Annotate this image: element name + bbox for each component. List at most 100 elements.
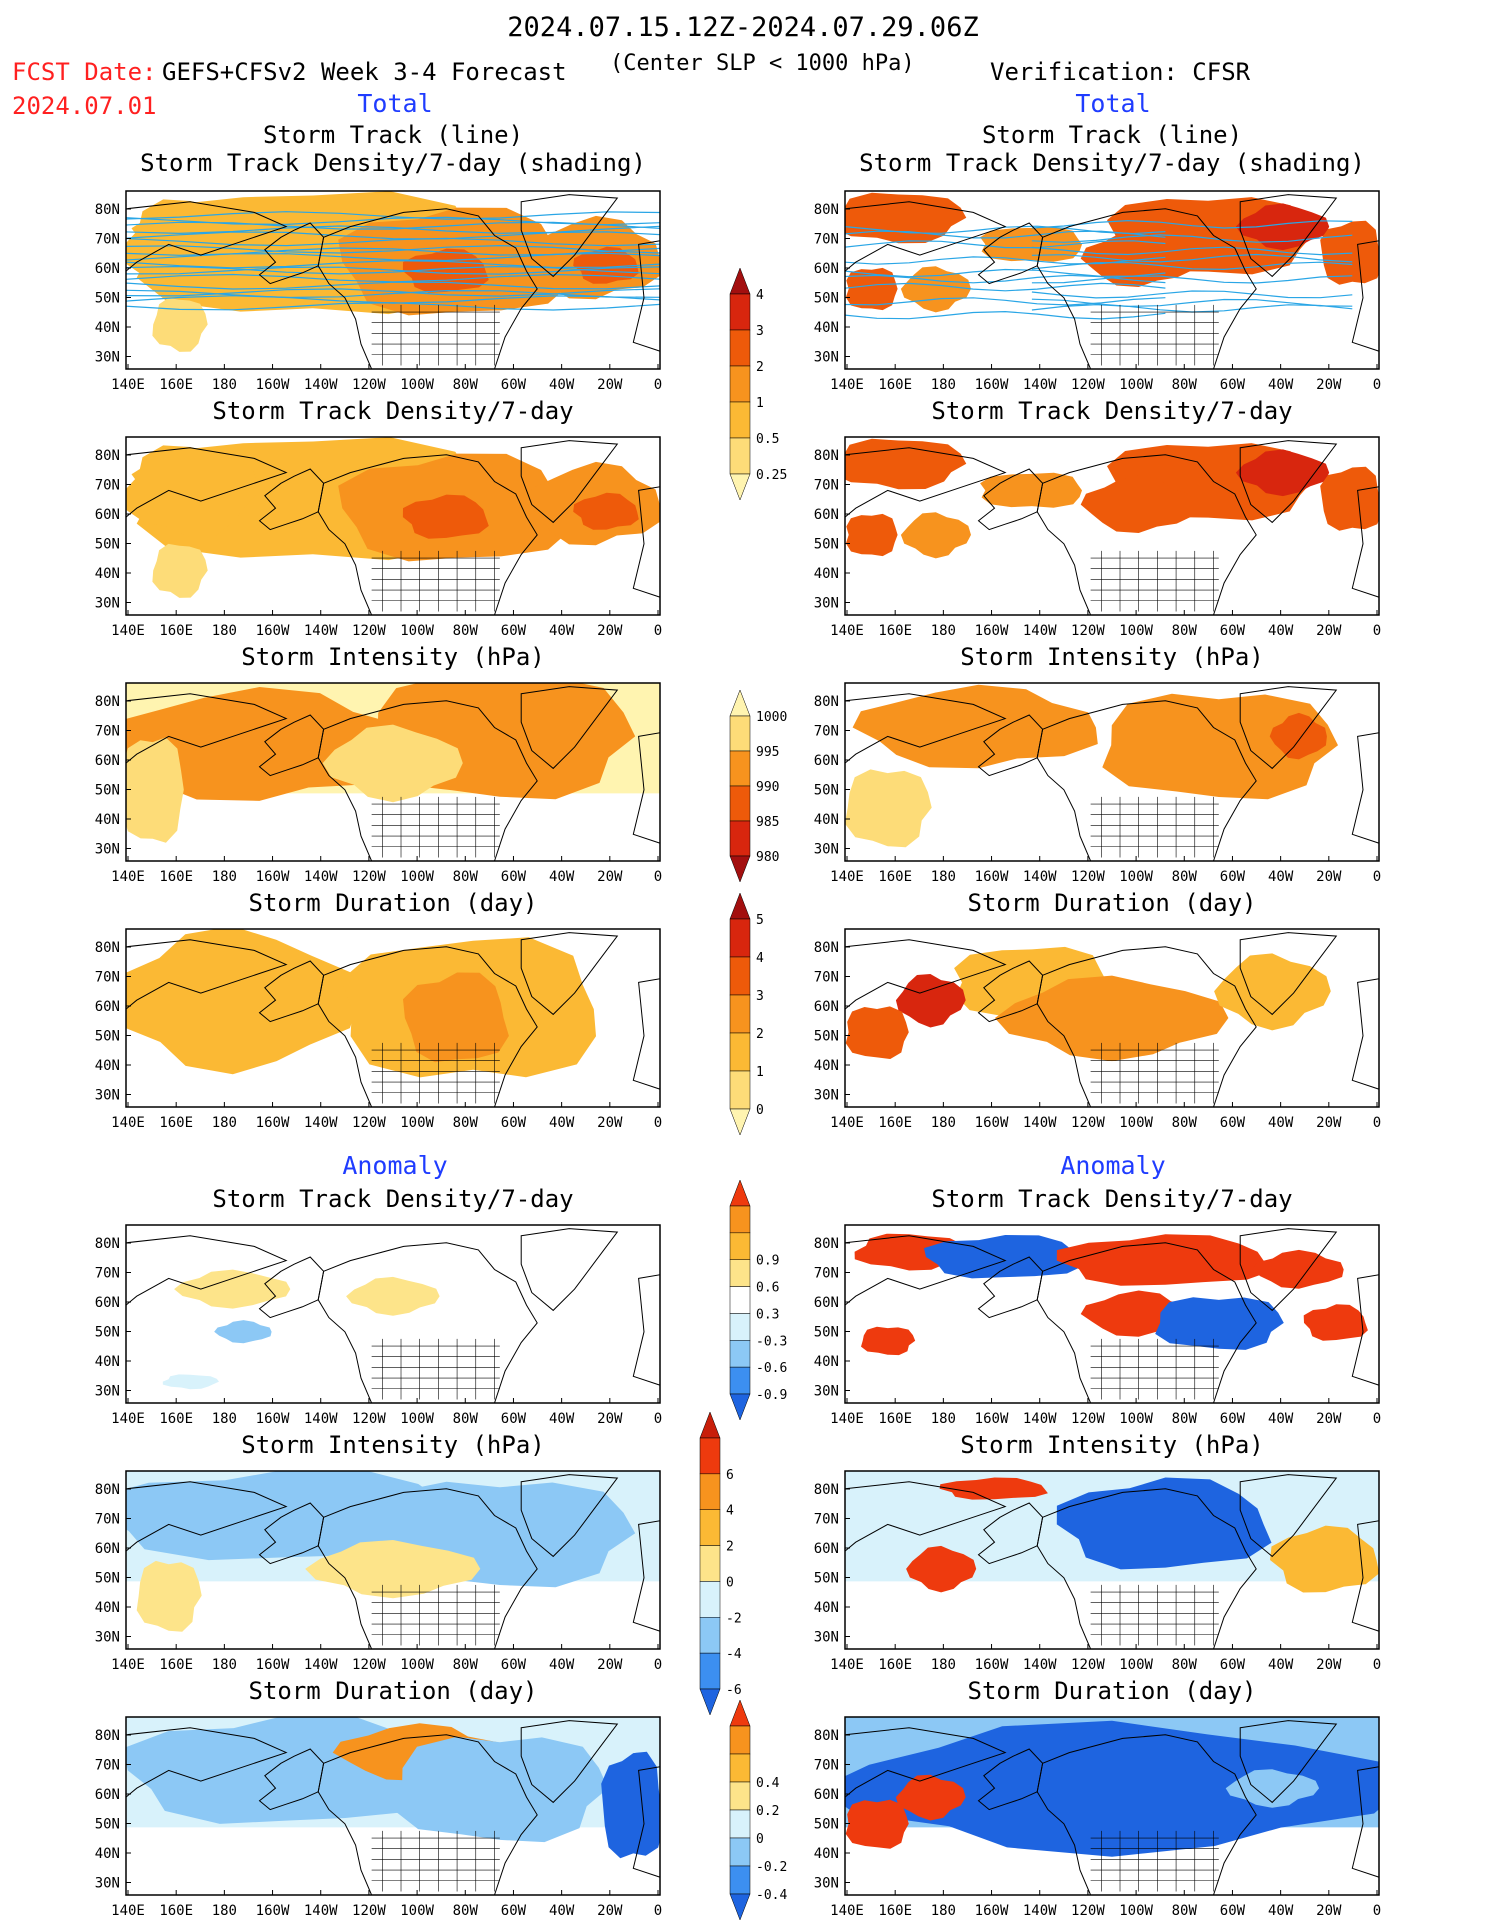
europe-outline	[632, 732, 660, 844]
panel-frame	[844, 190, 1380, 370]
y-tick-label: 30N	[95, 596, 120, 612]
panel-title: Storm Track Density/7-day	[212, 397, 573, 425]
x-tick-label: 80W	[1172, 1115, 1198, 1131]
colorbar-label: 2	[756, 1027, 764, 1042]
x-tick-label: 40W	[549, 1903, 575, 1919]
greenland-outline	[520, 1228, 619, 1312]
x-tick-label: 160E	[159, 1657, 193, 1673]
field-shading-cell	[322, 724, 463, 803]
storm-track-line	[1031, 290, 1353, 299]
y-tick-label: 40N	[95, 812, 120, 828]
siberia-outline	[845, 1727, 1007, 1798]
x-tick-label: 80W	[453, 1115, 479, 1131]
storm-track-line	[126, 295, 660, 304]
storm-track-line	[845, 282, 1166, 292]
y-tick-label: 40N	[814, 1354, 839, 1370]
y-tick-label: 40N	[814, 566, 839, 582]
x-tick-label: 120W	[1071, 1903, 1105, 1919]
colorbar-swatch	[699, 1509, 721, 1546]
storm-track-line	[126, 244, 660, 254]
storm-track-line	[126, 252, 660, 262]
y-tick-label: 80N	[95, 202, 120, 218]
panel-field	[126, 1225, 660, 1403]
x-tick-label: 160W	[256, 1115, 290, 1131]
greenland-outline	[1239, 440, 1338, 524]
storm-track-line	[845, 240, 1166, 249]
y-tick-label: 50N	[814, 1571, 839, 1587]
colorbar-top-arrow	[729, 267, 751, 295]
alaska-outline	[258, 1256, 325, 1319]
colorbar-label: 0	[756, 1832, 764, 1847]
x-tick-label: 180	[212, 377, 237, 393]
storm-track-line	[1031, 246, 1353, 256]
y-tick-label: 30N	[95, 1630, 120, 1646]
panel-frame	[125, 1224, 661, 1404]
colorbar-swatch	[729, 1340, 751, 1368]
y-tick-label: 70N	[814, 970, 839, 986]
x-tick-label: 60W	[501, 377, 527, 393]
europe-outline	[1351, 240, 1379, 352]
colorbar-label: -4	[726, 1647, 742, 1662]
field-shading-cell	[861, 1326, 916, 1356]
x-tick-label: 160W	[975, 869, 1009, 885]
europe-outline	[632, 1520, 660, 1632]
x-tick-label: 160E	[878, 1115, 912, 1131]
x-tick-label: 0	[1373, 1411, 1381, 1427]
y-tick-label: 40N	[95, 320, 120, 336]
x-tick-label: 100W	[400, 377, 434, 393]
x-tick-label: 140W	[1023, 1657, 1057, 1673]
field-shading-cell	[126, 737, 184, 843]
north-america-outline	[317, 454, 538, 615]
x-tick-label: 140W	[1023, 869, 1057, 885]
map-panel-3: Storm Track Density/7-day 140E 160E 180 160W…	[95, 397, 663, 639]
x-tick-label: 160W	[975, 623, 1009, 639]
y-tick-label: 30N	[814, 1088, 839, 1104]
panel-frame	[844, 1470, 1380, 1650]
x-tick-label: 60W	[1220, 1657, 1246, 1673]
colorbar-swatch	[729, 956, 751, 996]
colorbar-label: -0.4	[756, 1888, 787, 1903]
colorbar-swatch	[729, 785, 751, 822]
greenland-outline	[520, 440, 619, 524]
map-panel-2: Storm Track (line)Storm Track Density/7-…	[814, 121, 1382, 393]
x-tick-label: 140E	[111, 1903, 145, 1919]
x-tick-label: 140E	[830, 869, 864, 885]
x-tick-label: 160E	[878, 1657, 912, 1673]
field-shading-cell	[895, 1774, 966, 1821]
colorbar-label: 3	[756, 324, 764, 339]
panel-field	[126, 1471, 660, 1649]
x-tick-label: 140W	[304, 623, 338, 639]
greenland-outline	[520, 1474, 619, 1558]
colorbar-swatch	[729, 1286, 751, 1314]
colorbar-label: 3	[756, 989, 764, 1004]
x-tick-label: 40W	[1268, 1903, 1294, 1919]
y-tick-label: 40N	[95, 1058, 120, 1074]
alaska-outline	[258, 1748, 325, 1811]
field-shading-cell	[1252, 1249, 1344, 1289]
x-tick-label: 160E	[159, 1411, 193, 1427]
x-tick-label: 140E	[830, 1903, 864, 1919]
siberia-outline	[845, 693, 1007, 764]
field-shading-cell	[895, 974, 966, 1028]
x-tick-label: 0	[1373, 869, 1381, 885]
x-tick-label: 80W	[453, 869, 479, 885]
x-tick-label: 80W	[1172, 1657, 1198, 1673]
colorbar-swatch	[729, 1837, 751, 1867]
x-tick-label: 80W	[453, 1411, 479, 1427]
x-tick-label: 160E	[159, 1115, 193, 1131]
x-tick-label: 160W	[975, 1115, 1009, 1131]
siberia-outline	[845, 939, 1007, 1010]
y-tick-label: 80N	[814, 1728, 839, 1744]
map-panel-13: Storm Duration (day) 140E 160E 180 160W 140W 1…	[95, 1677, 663, 1919]
x-tick-label: 160E	[159, 1903, 193, 1919]
y-tick-label: 50N	[814, 1817, 839, 1833]
alaska-outline	[258, 1502, 325, 1565]
x-tick-label: 0	[654, 623, 662, 639]
y-tick-label: 30N	[814, 1384, 839, 1400]
x-tick-label: 180	[212, 869, 237, 885]
colorbar-label: 4	[756, 951, 764, 966]
colorbar-intensity-anom: -6 -4 -2 0 2 4 6	[699, 1411, 742, 1716]
panel-title: Storm Duration (day)	[249, 889, 538, 917]
field-shading-cell	[924, 1235, 1084, 1279]
